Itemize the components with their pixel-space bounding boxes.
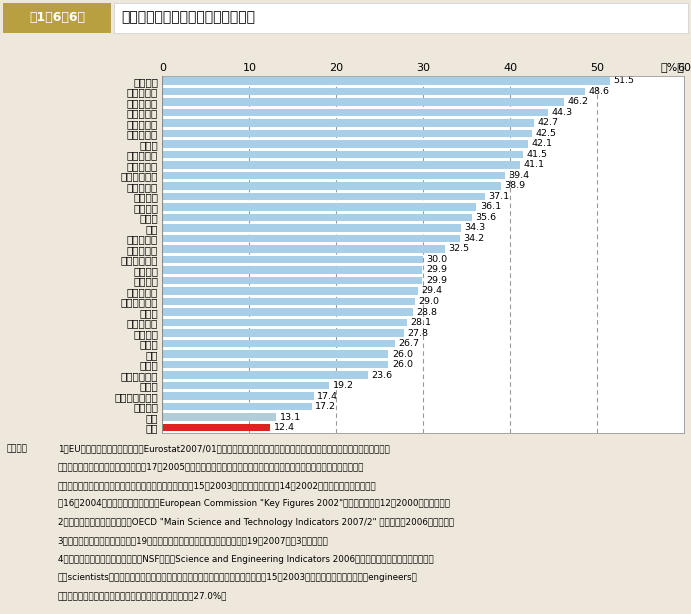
Bar	[162, 119, 533, 126]
Bar	[162, 382, 330, 389]
Bar	[162, 203, 476, 211]
Text: 23.6: 23.6	[371, 371, 392, 379]
Text: 28.1: 28.1	[410, 318, 431, 327]
Bar	[3, 3, 111, 33]
Bar	[162, 298, 415, 305]
Text: 46.2: 46.2	[567, 97, 589, 106]
Text: 35.6: 35.6	[475, 213, 497, 222]
Text: 36.1: 36.1	[480, 203, 501, 211]
Text: 29.0: 29.0	[418, 297, 439, 306]
Text: ハンガリー，チェコ，マルタは平成17（2005）年，ポルトガル，アイスランド，ギリシャ，アイルランド，ノルウェー，: ハンガリー，チェコ，マルタは平成17（2005）年，ポルトガル，アイスランド，ギ…	[58, 462, 364, 472]
Text: 42.7: 42.7	[537, 119, 558, 127]
Text: を含んだ場合，全体に占める女性科学者・技術者割合は27.0%。: を含んだ場合，全体に占める女性科学者・技術者割合は27.0%。	[58, 591, 227, 600]
Bar	[162, 361, 388, 368]
Text: 44.3: 44.3	[551, 108, 572, 117]
Bar	[162, 319, 407, 326]
Bar	[162, 266, 422, 274]
Bar	[162, 140, 529, 147]
Text: 41.5: 41.5	[527, 150, 548, 159]
Text: デンマーク，ドイツ，ルクセンブルク，オランダは平成15（2003）年，トルコは平成14（2002）年，その他の国は平成: デンマーク，ドイツ，ルクセンブルク，オランダは平成15（2003）年，トルコは平…	[58, 481, 377, 490]
Text: 41.1: 41.1	[523, 160, 545, 169]
Bar	[162, 287, 418, 295]
Text: （備考）: （備考）	[7, 445, 28, 453]
Bar	[162, 371, 368, 379]
Text: 42.1: 42.1	[532, 139, 553, 149]
Text: 30.0: 30.0	[427, 255, 448, 264]
Text: 13.1: 13.1	[280, 413, 301, 422]
Text: 48.6: 48.6	[589, 87, 609, 96]
Bar	[162, 130, 532, 137]
Text: 27.8: 27.8	[408, 328, 428, 338]
Text: 26.7: 26.7	[398, 339, 419, 348]
Text: 研究者に占める女性割合の国際比較: 研究者に占める女性割合の国際比較	[121, 10, 255, 24]
Text: 42.5: 42.5	[536, 129, 556, 138]
Text: 26.0: 26.0	[392, 349, 413, 359]
Bar	[162, 413, 276, 421]
Bar	[162, 403, 312, 410]
Bar	[162, 98, 564, 106]
Text: 17.4: 17.4	[317, 392, 338, 400]
Bar	[162, 77, 610, 85]
Bar	[162, 255, 423, 263]
Bar	[162, 340, 395, 348]
Bar	[162, 150, 523, 158]
Text: 39.4: 39.4	[509, 171, 529, 180]
Text: 29.9: 29.9	[426, 265, 447, 274]
Bar	[162, 214, 472, 221]
Text: 51.5: 51.5	[614, 76, 634, 85]
Bar	[162, 350, 388, 358]
Bar	[162, 245, 445, 253]
Text: 17.2: 17.2	[315, 402, 337, 411]
Text: 37.1: 37.1	[489, 192, 509, 201]
Text: 16（2004）年時点。英国の値は，European Commission "Key Figures 2002"に基づく（平成12（2000）年時点）。: 16（2004）年時点。英国の値は，European Commission "K…	[58, 499, 450, 508]
Bar	[162, 109, 547, 116]
Bar	[162, 88, 585, 95]
Text: 1．EU諸国の値は，英国以外は，Eurostat2007/01に基づく。推定値，暫定値を含む。ラトビア，リトアニア，スロバキア，: 1．EU諸国の値は，英国以外は，Eurostat2007/01に基づく。推定値，…	[58, 445, 390, 453]
Text: 26.0: 26.0	[392, 360, 413, 369]
Text: 38.9: 38.9	[504, 181, 525, 190]
Text: 第1－6－6図: 第1－6－6図	[29, 10, 85, 23]
Text: （%）: （%）	[660, 62, 684, 72]
Text: 4．米国の数値は，国立科学財団（NSF）の「Science and Engineering Indicators 2006」に基づく雇用されている科学者: 4．米国の数値は，国立科学財団（NSF）の「Science and Engine…	[58, 554, 433, 564]
Text: 19.2: 19.2	[333, 381, 354, 390]
Text: 12.4: 12.4	[274, 423, 294, 432]
Text: 32.5: 32.5	[448, 244, 470, 254]
Bar	[162, 424, 270, 432]
Bar	[162, 224, 461, 231]
Text: 34.3: 34.3	[464, 223, 485, 233]
Bar	[162, 171, 505, 179]
Text: 2．韓国及びロシアの数値は，OECD "Main Science and Technology Indicators 2007/2" に基づく（2006年時点）: 2．韓国及びロシアの数値は，OECD "Main Science and Tec…	[58, 518, 454, 527]
Text: 34.2: 34.2	[463, 234, 484, 243]
Bar	[162, 308, 413, 316]
Text: 29.4: 29.4	[422, 287, 442, 295]
Text: 29.9: 29.9	[426, 276, 447, 285]
Bar	[114, 3, 688, 33]
Bar	[162, 182, 500, 190]
Bar	[162, 392, 314, 400]
Text: 3．日本の数値は，総務省「平成19年科学技術研究調査報告」に基づく（平成19（2007）年3月時点）。: 3．日本の数値は，総務省「平成19年科学技術研究調査報告」に基づく（平成19（2…	[58, 536, 329, 545]
Bar	[162, 329, 404, 337]
Bar	[162, 277, 422, 284]
Bar	[162, 161, 520, 169]
Bar	[162, 193, 485, 200]
Bar	[162, 235, 460, 242]
Text: （scientists）における女性割合（人文科学の一部及び社会科学を含む）。平成15（2003）年時点の数値。技術者（engineers）: （scientists）における女性割合（人文科学の一部及び社会科学を含む）。平…	[58, 573, 417, 582]
Text: 28.8: 28.8	[416, 308, 437, 316]
